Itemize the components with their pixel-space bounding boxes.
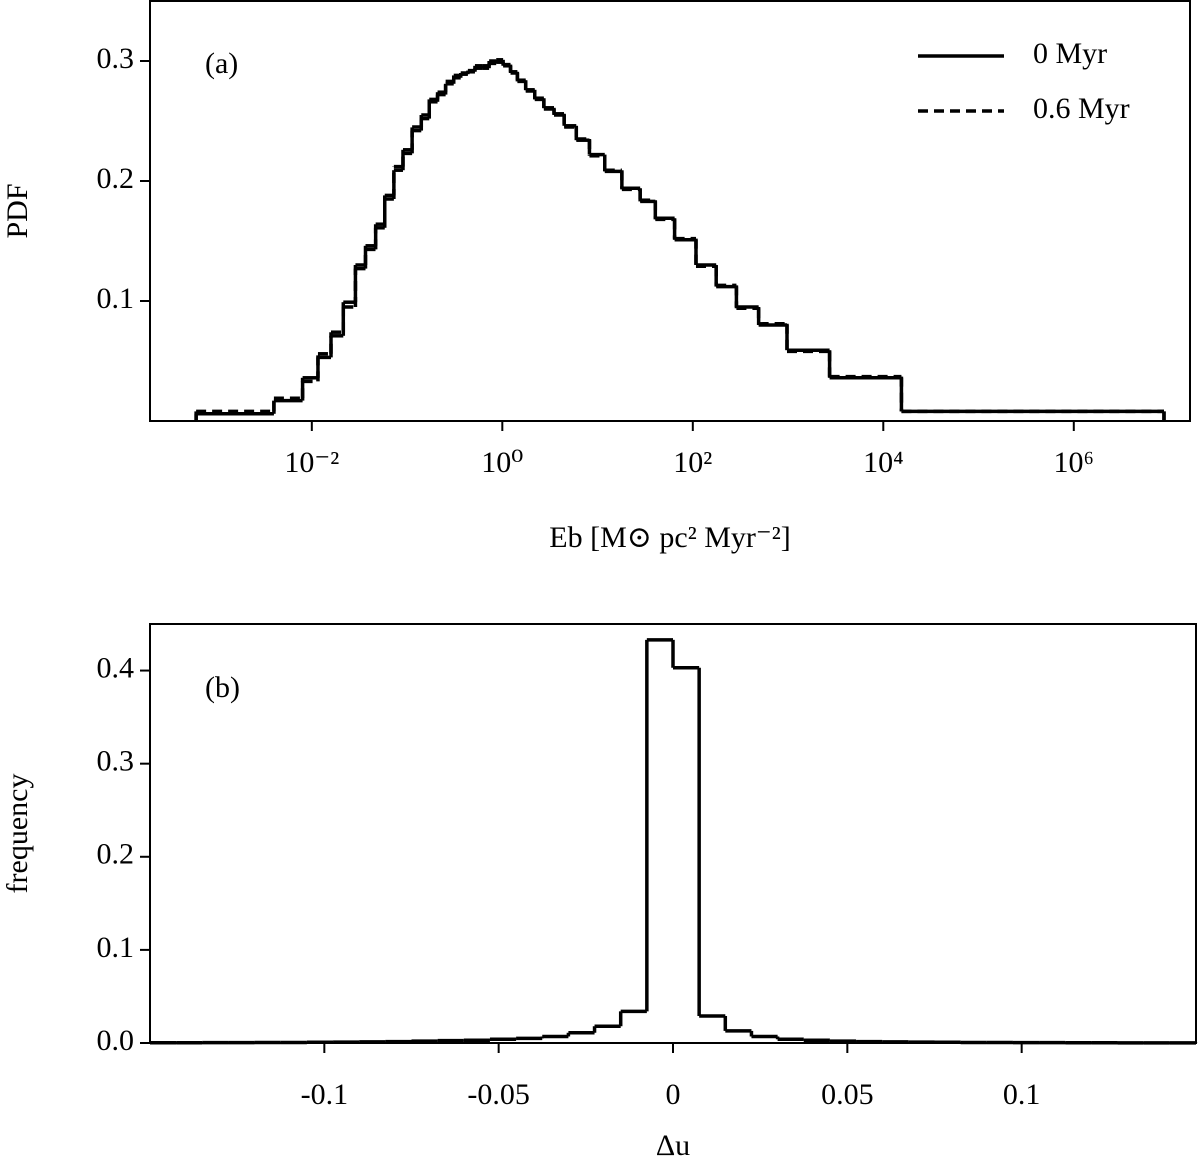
y-tick-label: 0.2 bbox=[97, 162, 135, 195]
plot-frame bbox=[149, 623, 1197, 1044]
panel-label: (a) bbox=[205, 47, 238, 80]
x-tick-label: 10⁻² bbox=[284, 446, 339, 479]
y-tick-label: 0.3 bbox=[97, 42, 135, 75]
legend-label: 0 Myr bbox=[1033, 37, 1107, 70]
y-tick-label: 0.3 bbox=[97, 745, 135, 778]
y-axis-label: frequency bbox=[1, 774, 34, 894]
x-tick-label: -0.05 bbox=[467, 1078, 530, 1111]
panel-label: (b) bbox=[205, 671, 240, 704]
y-tick-label: 0.1 bbox=[97, 931, 135, 964]
x-axis-label: Eb [M⊙ pc² Myr⁻²] bbox=[549, 521, 790, 554]
x-tick-label: 10² bbox=[673, 446, 712, 479]
y-tick-label: 0.1 bbox=[97, 282, 135, 315]
y-tick-label: 0.2 bbox=[97, 838, 135, 871]
x-tick-label: 10⁴ bbox=[863, 446, 903, 479]
legend-label: 0.6 Myr bbox=[1033, 92, 1130, 125]
x-tick-label: 10⁰ bbox=[481, 446, 523, 479]
x-tick-label: -0.1 bbox=[301, 1078, 349, 1111]
y-tick-label: 0.0 bbox=[97, 1024, 135, 1057]
x-axis-label: Δu bbox=[656, 1129, 690, 1162]
x-tick-label: 0.1 bbox=[1003, 1078, 1041, 1111]
y-tick-label: 0.4 bbox=[97, 651, 135, 684]
x-tick-label: 10⁶ bbox=[1054, 446, 1094, 479]
plot-frame bbox=[149, 0, 1191, 422]
x-tick-label: 0.05 bbox=[821, 1078, 874, 1111]
x-tick-label: 0 bbox=[666, 1078, 681, 1111]
y-axis-label: PDF bbox=[1, 183, 34, 238]
